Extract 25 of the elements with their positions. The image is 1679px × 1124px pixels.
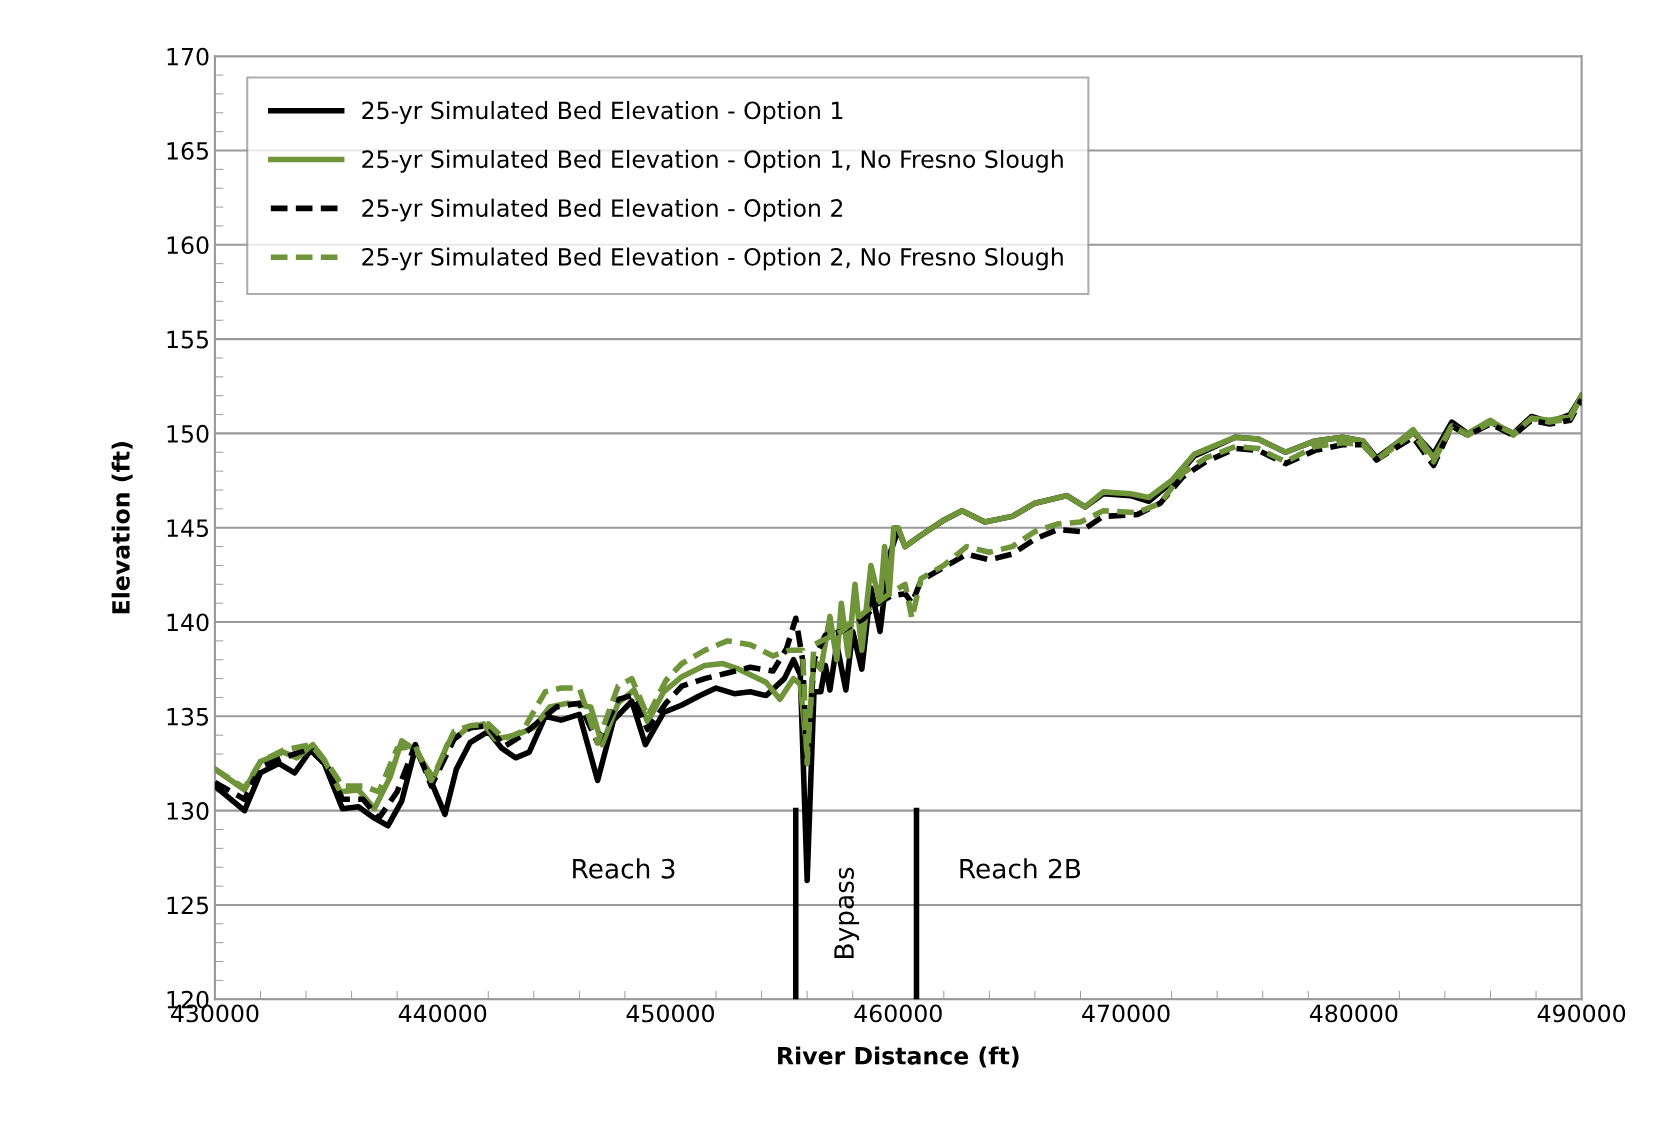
y-tick-label: 135: [167, 707, 208, 726]
x-tick-label: 470000: [1082, 1004, 1170, 1023]
legend-label: 25-yr Simulated Bed Elevation - Option 1, No Fresno Slough: [362, 149, 1063, 173]
y-tick-label: 130: [167, 802, 209, 820]
y-tick-label: 170: [167, 47, 209, 66]
y-tick-label: 145: [167, 519, 208, 538]
annotation: Reach 3: [573, 858, 675, 879]
legend-label: 25-yr Simulated Bed Elevation - Option 1: [362, 101, 843, 124]
y-tick-label: 160: [167, 236, 209, 255]
x-axis-title: River Distance (ft): [778, 1046, 1019, 1068]
y-axis-title: Elevation (ft): [111, 442, 133, 614]
annotation: Bypass: [834, 867, 860, 958]
x-tick-label: 440000: [398, 1004, 487, 1023]
annotation: Reach 2B: [960, 858, 1081, 879]
y-tick-label: 125: [167, 896, 208, 915]
x-tick-label: 460000: [854, 1004, 942, 1023]
legend-label: 25-yr Simulated Bed Elevation - Option 2: [362, 198, 843, 222]
x-tick-label: 490000: [1537, 1004, 1626, 1023]
legend-label: 25-yr Simulated Bed Elevation - Option 2, No Fresno Slough: [362, 247, 1063, 271]
x-tick-label: 480000: [1309, 1004, 1398, 1023]
y-tick-label: 140: [167, 613, 209, 632]
y-tick-label: 165: [167, 141, 208, 160]
y-tick-label: 155: [167, 330, 208, 349]
y-tick-label: 150: [167, 424, 209, 443]
x-tick-label: 450000: [626, 1004, 714, 1023]
